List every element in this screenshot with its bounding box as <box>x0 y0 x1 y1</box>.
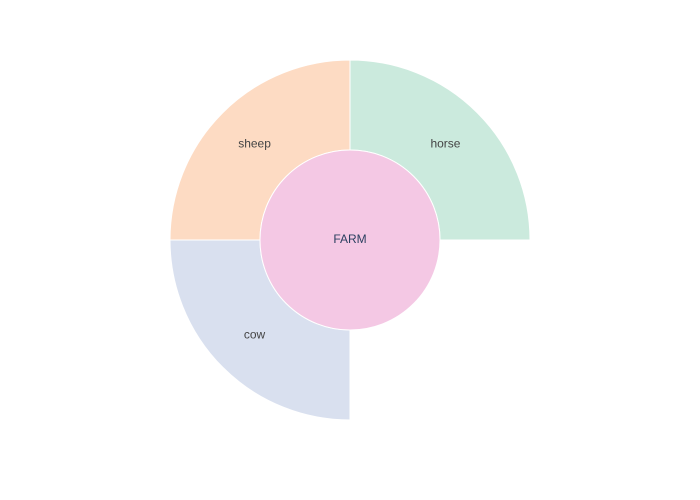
sunburst-labels: horse sheep cow <box>238 137 461 342</box>
sunburst-wedges <box>169 59 531 421</box>
wedge-label-horse: horse <box>430 137 460 151</box>
wedge-label-cow: cow <box>244 328 266 342</box>
wedge-label-sheep: sheep <box>238 137 271 151</box>
sunburst-center[interactable] <box>259 149 441 331</box>
center-label: FARM <box>333 232 366 246</box>
